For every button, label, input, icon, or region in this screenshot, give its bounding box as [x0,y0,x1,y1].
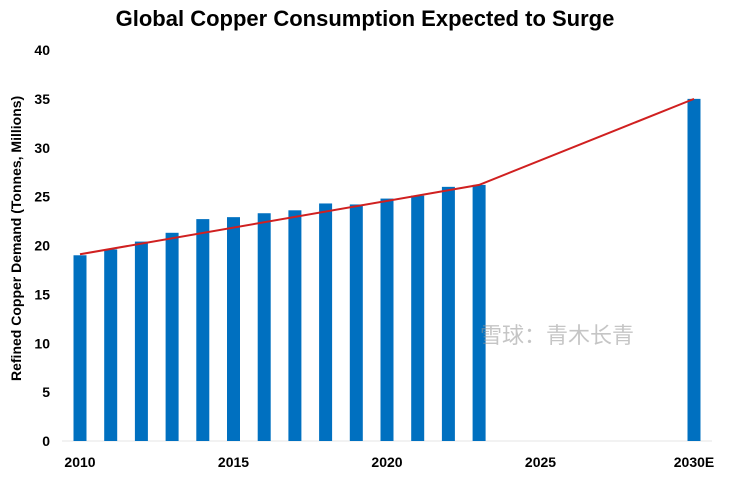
bar-2030E [687,98,701,441]
y-tick-label: 0 [42,433,50,449]
bar-2014 [196,219,210,441]
x-tick-label: 2015 [218,454,249,470]
y-tick-label: 35 [34,91,50,107]
y-tick-label: 40 [34,42,50,58]
bar-2015 [227,217,240,441]
trend-line [79,97,695,256]
bar-2021 [411,195,425,441]
bar-2019 [349,204,363,441]
x-tick-label: 2025 [525,454,556,470]
bar-2017 [288,210,302,441]
bar-2020 [380,198,394,441]
bar-2023 [472,184,486,441]
bar-2012 [134,241,148,441]
y-tick-label: 15 [34,286,50,302]
x-tick-label: 2010 [64,454,95,470]
y-tick-label: 5 [42,384,50,400]
bar-2010 [73,255,87,441]
x-tick-label: 2030E [674,454,714,470]
x-tick-label: 2020 [371,454,402,470]
bar-2011 [104,249,118,441]
bar-2018 [319,203,333,441]
bar-2016 [257,213,271,441]
bar-2013 [165,232,179,441]
y-tick-label: 20 [34,238,50,254]
watermark: 雪球：青木长青 [480,324,635,349]
y-tick-label: 30 [34,140,50,156]
chart-title: Global Copper Consumption Expected to Su… [115,6,615,31]
y-tick-label: 10 [34,335,50,351]
bar-2022 [441,186,455,441]
y-tick-label: 25 [34,189,50,205]
